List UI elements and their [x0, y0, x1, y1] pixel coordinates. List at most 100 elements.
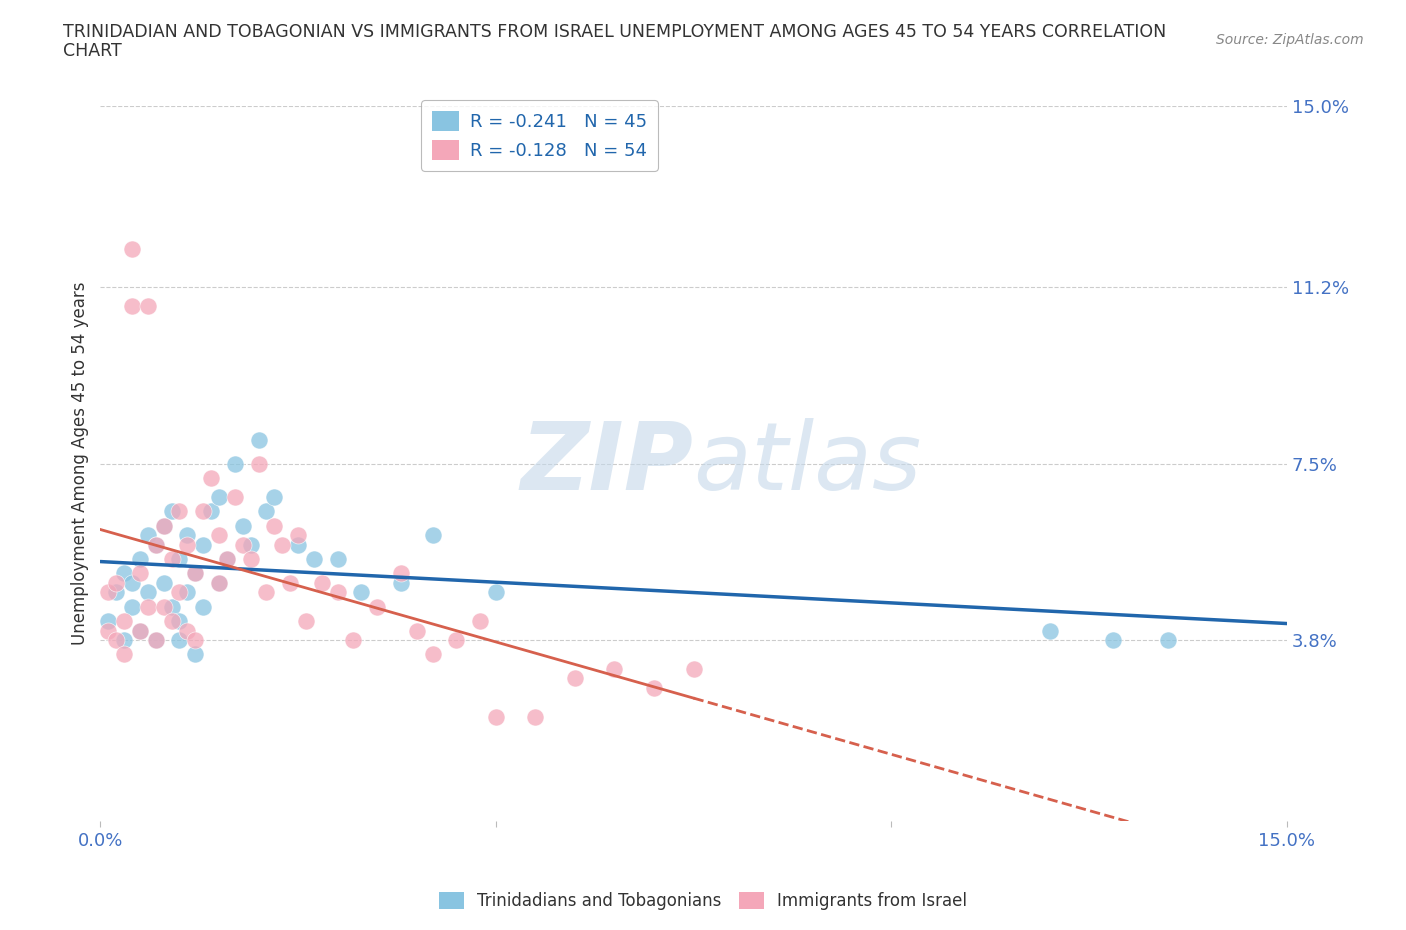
Point	[485, 585, 508, 600]
Point	[247, 432, 270, 447]
Point	[287, 538, 309, 552]
Point	[121, 576, 143, 591]
Point	[224, 456, 246, 471]
Point	[193, 599, 215, 614]
Point	[208, 576, 231, 591]
Point	[169, 504, 191, 519]
Legend: Trinidadians and Tobagonians, Immigrants from Israel: Trinidadians and Tobagonians, Immigrants…	[433, 885, 973, 917]
Point	[184, 632, 207, 647]
Point	[1038, 623, 1060, 638]
Y-axis label: Unemployment Among Ages 45 to 54 years: Unemployment Among Ages 45 to 54 years	[72, 282, 89, 645]
Text: TRINIDADIAN AND TOBAGONIAN VS IMMIGRANTS FROM ISRAEL UNEMPLOYMENT AMONG AGES 45 : TRINIDADIAN AND TOBAGONIAN VS IMMIGRANTS…	[63, 23, 1167, 41]
Point	[184, 566, 207, 581]
Point	[263, 518, 285, 533]
Point	[350, 585, 373, 600]
Point	[224, 489, 246, 504]
Point	[169, 614, 191, 629]
Point	[112, 647, 135, 662]
Point	[468, 614, 491, 629]
Point	[326, 585, 349, 600]
Point	[389, 576, 412, 591]
Point	[239, 538, 262, 552]
Point	[136, 599, 159, 614]
Point	[129, 551, 152, 566]
Point	[208, 489, 231, 504]
Point	[263, 489, 285, 504]
Point	[422, 647, 444, 662]
Point	[200, 504, 222, 519]
Point	[239, 551, 262, 566]
Text: atlas: atlas	[693, 418, 922, 509]
Point	[366, 599, 388, 614]
Point	[145, 632, 167, 647]
Point	[311, 576, 333, 591]
Point	[105, 585, 128, 600]
Point	[176, 538, 198, 552]
Point	[152, 599, 174, 614]
Point	[160, 614, 183, 629]
Point	[682, 661, 704, 676]
Point	[524, 709, 547, 724]
Point	[603, 661, 626, 676]
Point	[256, 504, 278, 519]
Point	[193, 538, 215, 552]
Point	[160, 599, 183, 614]
Point	[145, 538, 167, 552]
Point	[176, 527, 198, 542]
Point	[389, 566, 412, 581]
Point	[278, 576, 301, 591]
Point	[152, 518, 174, 533]
Point	[129, 623, 152, 638]
Point	[145, 632, 167, 647]
Point	[176, 585, 198, 600]
Point	[1101, 632, 1123, 647]
Point	[247, 456, 270, 471]
Point	[422, 527, 444, 542]
Text: ZIP: ZIP	[520, 418, 693, 510]
Point	[152, 518, 174, 533]
Point	[145, 538, 167, 552]
Point	[121, 299, 143, 313]
Point	[302, 551, 325, 566]
Point	[564, 671, 586, 685]
Point	[169, 632, 191, 647]
Point	[97, 614, 120, 629]
Point	[208, 527, 231, 542]
Point	[184, 566, 207, 581]
Point	[232, 538, 254, 552]
Text: Source: ZipAtlas.com: Source: ZipAtlas.com	[1216, 33, 1364, 46]
Point	[136, 527, 159, 542]
Point	[160, 504, 183, 519]
Point	[208, 576, 231, 591]
Point	[136, 299, 159, 313]
Point	[643, 681, 665, 696]
Point	[105, 576, 128, 591]
Point	[176, 623, 198, 638]
Point	[200, 471, 222, 485]
Point	[169, 585, 191, 600]
Point	[405, 623, 427, 638]
Point	[160, 551, 183, 566]
Point	[256, 585, 278, 600]
Text: CHART: CHART	[63, 42, 122, 60]
Point	[295, 614, 318, 629]
Point	[152, 576, 174, 591]
Point	[446, 632, 468, 647]
Point	[326, 551, 349, 566]
Point	[105, 632, 128, 647]
Point	[342, 632, 364, 647]
Point	[112, 632, 135, 647]
Point	[184, 647, 207, 662]
Point	[129, 566, 152, 581]
Point	[1157, 632, 1180, 647]
Point	[193, 504, 215, 519]
Point	[121, 599, 143, 614]
Point	[121, 242, 143, 257]
Point	[215, 551, 238, 566]
Point	[215, 551, 238, 566]
Point	[287, 527, 309, 542]
Point	[97, 623, 120, 638]
Point	[129, 623, 152, 638]
Legend: R = -0.241   N = 45, R = -0.128   N = 54: R = -0.241 N = 45, R = -0.128 N = 54	[420, 100, 658, 171]
Point	[485, 709, 508, 724]
